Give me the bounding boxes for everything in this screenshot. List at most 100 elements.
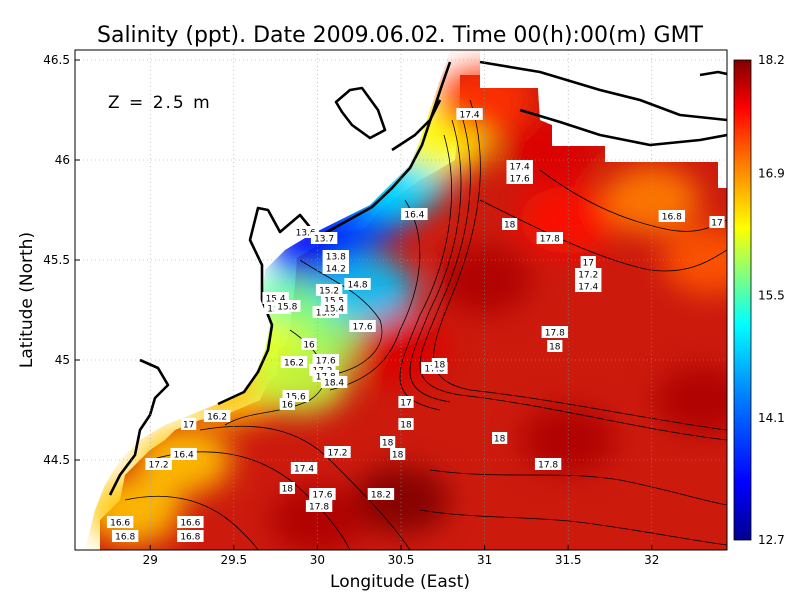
- contour-label-text: 14.8: [348, 281, 368, 291]
- contour-label-box: [456, 108, 483, 120]
- contour-line: [429, 469, 727, 506]
- contour-line: [479, 199, 727, 272]
- y-tick-label: 45.5: [43, 253, 70, 267]
- contour-label-box: [534, 458, 562, 470]
- contour-label-box: [322, 250, 349, 262]
- salinity-field: [75, 50, 727, 550]
- contour-label-box: [502, 218, 518, 230]
- contour-label: 16.8: [111, 530, 139, 543]
- contour-label: 18: [279, 482, 295, 495]
- contour-label-text: 17.2: [327, 449, 347, 459]
- contour-label: 17: [181, 418, 197, 431]
- contour-label: 17.6: [312, 354, 339, 367]
- contour-label-text: 16.8: [115, 533, 135, 543]
- contour-label-box: [145, 458, 172, 470]
- contour-label: 17.2: [575, 268, 602, 281]
- contour-label-text: 17.6: [316, 357, 336, 367]
- contour-label-text: 13.7: [314, 235, 334, 245]
- contour-label-text: 17.6: [312, 491, 332, 501]
- contour-label-box: [312, 354, 339, 366]
- contour-label: 18: [380, 436, 396, 449]
- contour-label: 16.4: [401, 208, 428, 221]
- contour-label-text: 18: [392, 451, 404, 461]
- contour-label-box: [106, 516, 134, 528]
- contour-label: 17.8: [541, 326, 569, 339]
- contour-label-text: 18: [504, 221, 516, 231]
- contour-label-text: 16.2: [284, 359, 304, 369]
- contour-label: 17.2: [324, 446, 351, 459]
- chart-title: Salinity (ppt). Date 2009.06.02. Time 00…: [97, 23, 704, 48]
- contour-label-text: 16: [303, 341, 315, 351]
- x-tick-label: 29.5: [220, 553, 247, 567]
- coastline-path: [391, 99, 442, 152]
- contour-label-box: [398, 418, 414, 430]
- contour-label-box: [203, 410, 231, 422]
- contour-label-box: [506, 160, 533, 172]
- contour-label-box: [547, 340, 563, 352]
- contour-label: 18: [502, 218, 518, 231]
- contour-label: 16: [279, 398, 295, 411]
- contour-label: 16.8: [177, 530, 204, 543]
- contour-label-box: [320, 302, 348, 314]
- contour-label: 17.2: [145, 458, 172, 471]
- contour-label-box: [492, 432, 508, 444]
- field-sample: [353, 466, 449, 534]
- contour-label-box: [580, 256, 596, 268]
- coastline-path: [217, 61, 452, 406]
- x-tick-label: 29: [143, 553, 158, 567]
- contour-label: 15.8: [274, 300, 301, 313]
- colorbar: [733, 59, 752, 541]
- contour-label-text: 14.2: [326, 265, 346, 275]
- contour-label-box: [536, 232, 563, 244]
- contour-label: 14.2: [322, 262, 349, 275]
- contour-label-box: [709, 216, 725, 228]
- contour-label-box: [506, 172, 533, 184]
- contour-line: [399, 134, 452, 411]
- contour-label: 16.6: [177, 516, 204, 529]
- contour-label: 14.8: [344, 278, 371, 291]
- contour-label: 15.2: [315, 284, 343, 297]
- contour-label-text: 15.5: [324, 297, 344, 307]
- field-sample: [520, 186, 617, 254]
- field-sample: [520, 406, 617, 474]
- contour-label-box: [320, 376, 348, 388]
- contour-label: 15.4: [320, 302, 348, 315]
- colorbar-label: 18.2: [758, 53, 785, 67]
- contour-label-text: 17.8: [538, 461, 558, 471]
- contour-label-box: [181, 418, 197, 430]
- contour-label-box: [541, 326, 569, 338]
- contour-label-box: [344, 278, 371, 290]
- coastline-path: [699, 70, 727, 77]
- field-sample: [662, 226, 727, 294]
- x-tick-label: 30.5: [388, 553, 415, 567]
- contour-label-box: [177, 516, 204, 528]
- land-mass: [480, 50, 727, 162]
- coastline-path: [519, 108, 727, 147]
- field-sample: [603, 166, 700, 234]
- contour-label-text: 17.2: [578, 271, 598, 281]
- contour-label-box: [367, 488, 395, 500]
- field-sample: [653, 366, 727, 434]
- y-tick-label: 46: [55, 153, 70, 167]
- contour-label-text: 16.6: [110, 519, 130, 529]
- contour-label-box: [279, 482, 295, 494]
- contour-label-box: [111, 530, 139, 542]
- contour-label-text: 17.4: [294, 465, 314, 475]
- contour-label-text: 17.4: [578, 283, 598, 293]
- contour-label: 17.8: [536, 232, 563, 245]
- colorbar-labels: 18.2 16.9 15.5 14.1 12.7: [758, 53, 785, 547]
- contour-label-text: 15.6: [286, 393, 306, 403]
- contour-label-box: [322, 262, 349, 274]
- contour-label-text: 18: [434, 361, 446, 371]
- x-axis-label: Longitude (East): [330, 572, 470, 592]
- contour-label-text: 13.6: [296, 229, 316, 239]
- x-ticks: 29 29.5 30 30.5 31 31.5 32: [143, 545, 659, 567]
- contour-label-text: 17.8: [540, 235, 560, 245]
- depth-annotation: Z = 2.5 m: [108, 93, 212, 113]
- contour-label: 17.4: [575, 280, 602, 293]
- contour-label-text: 17: [583, 259, 594, 269]
- contour-label-text: 16: [282, 401, 294, 411]
- contour-label-box: [380, 436, 396, 448]
- y-tick-label: 46.5: [43, 53, 70, 67]
